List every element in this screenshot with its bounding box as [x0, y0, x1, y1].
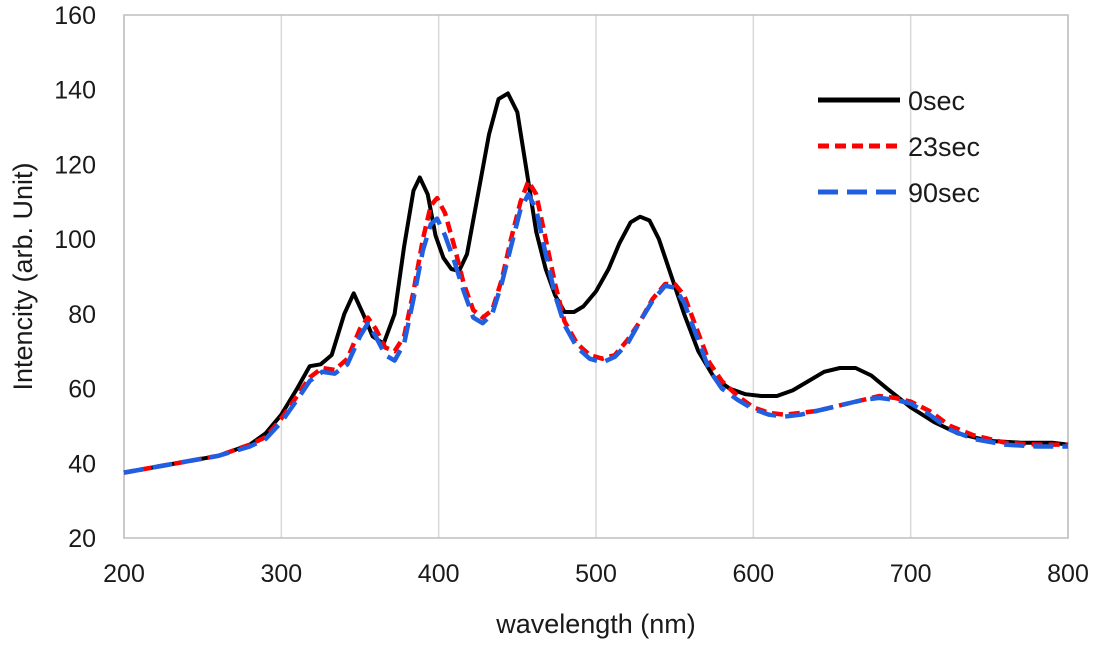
y-tick-label: 60 [68, 376, 96, 404]
plot-area-border [123, 14, 1069, 539]
axes: 200 300 400 500 600 700 800 20 40 60 80 100 120 140 16… [54, 2, 1089, 588]
series-line-0sec [123, 91, 1069, 475]
series-line-90sec [123, 192, 1068, 475]
x-tick-label: 800 [1047, 560, 1089, 588]
series-lines [123, 91, 1069, 475]
y-tick-label: 120 [54, 151, 96, 179]
y-tick-label: 140 [54, 77, 96, 105]
x-tick-label: 400 [418, 560, 460, 588]
x-tick-label: 300 [260, 560, 302, 588]
x-tick-label: 200 [103, 560, 145, 588]
legend: 0sec 23sec 90sec [818, 86, 980, 208]
legend-label: 0sec [908, 86, 965, 116]
legend-label: 90sec [908, 178, 980, 208]
x-tick-label: 500 [575, 560, 617, 588]
x-tick-label: 600 [732, 560, 774, 588]
x-axis-title: wavelength (nm) [495, 609, 696, 639]
y-axis-title: Intencity (arb. Unit) [8, 162, 38, 390]
gridlines [123, 14, 1069, 539]
y-tick-label: 40 [68, 450, 96, 478]
legend-label: 23sec [908, 132, 980, 162]
x-tick-label: 700 [890, 560, 932, 588]
y-tick-label: 160 [54, 2, 96, 30]
y-tick-label: 100 [54, 226, 96, 254]
y-tick-label: 80 [68, 301, 96, 329]
y-tick-label: 20 [68, 525, 96, 553]
